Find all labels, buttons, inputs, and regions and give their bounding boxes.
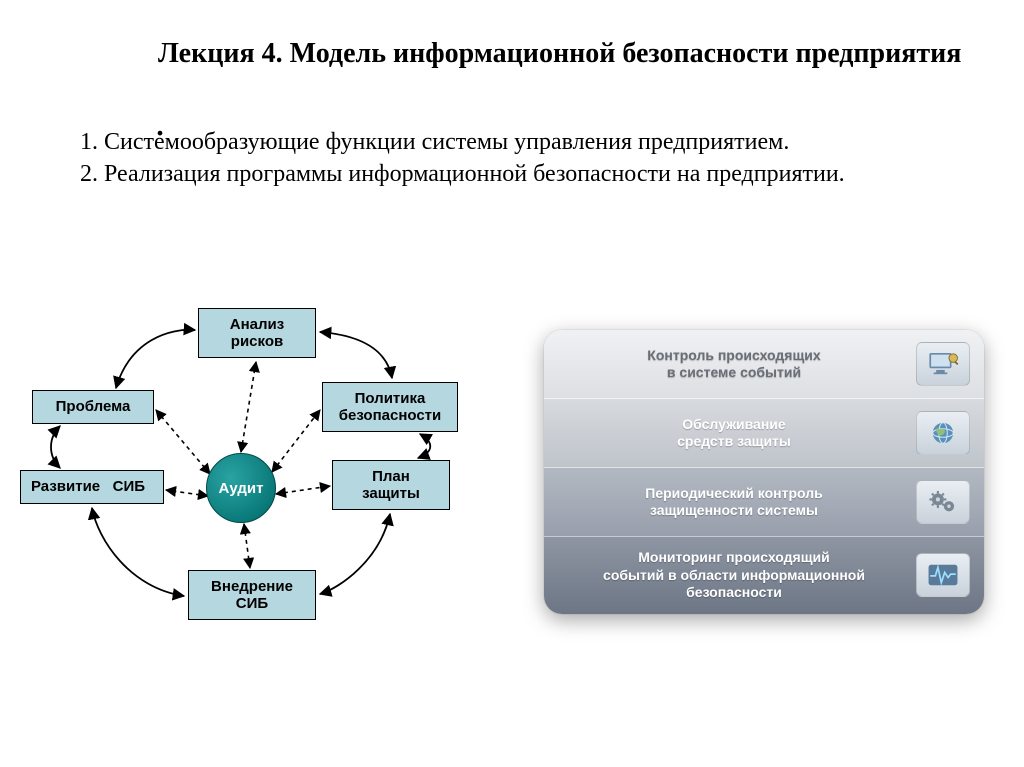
panel-row-4: Мониторинг происходящийсобытий в области… — [544, 537, 984, 614]
node-analysis: Анализрисков — [198, 308, 316, 358]
node-develop: Развитие СИБ — [20, 470, 164, 504]
panel-row-3: Периодический контрользащищенности систе… — [544, 468, 984, 537]
security-tasks-panel: Контроль происходящихв системе событий О… — [544, 330, 984, 630]
panel-row-2-text: Обслуживаниесредств защиты — [562, 416, 906, 451]
node-policy: Политикабезопасности — [322, 382, 458, 432]
topic-item-1: 1. Системообразующие функции системы упр… — [80, 126, 964, 158]
monitor-icon — [916, 342, 970, 386]
node-plan: Планзащиты — [332, 460, 450, 510]
topic-item-2: 2. Реализация программы информационной б… — [80, 158, 964, 190]
page-title: Лекция 4. Модель информационной безопасн… — [80, 36, 964, 72]
panel-row-1-text: Контроль происходящихв системе событий — [562, 347, 906, 382]
topic-list: 1. Системообразующие функции системы упр… — [80, 126, 964, 191]
panel-row-1: Контроль происходящихв системе событий — [544, 330, 984, 399]
gears-icon — [916, 480, 970, 524]
audit-flowchart: Аудит Анализрисков Проблема Развитие СИБ… — [20, 300, 500, 680]
panel-row-2: Обслуживаниесредств защиты — [544, 399, 984, 468]
globe-icon — [916, 411, 970, 455]
node-implement: ВнедрениеСИБ — [188, 570, 316, 620]
pulse-icon — [916, 553, 970, 597]
panel-stack: Контроль происходящихв системе событий О… — [544, 330, 984, 614]
node-audit-center: Аудит — [206, 453, 276, 523]
node-problem: Проблема — [32, 390, 154, 424]
panel-row-3-text: Периодический контрользащищенности систе… — [562, 485, 906, 520]
panel-row-4-text: Мониторинг происходящийсобытий в области… — [562, 549, 906, 602]
